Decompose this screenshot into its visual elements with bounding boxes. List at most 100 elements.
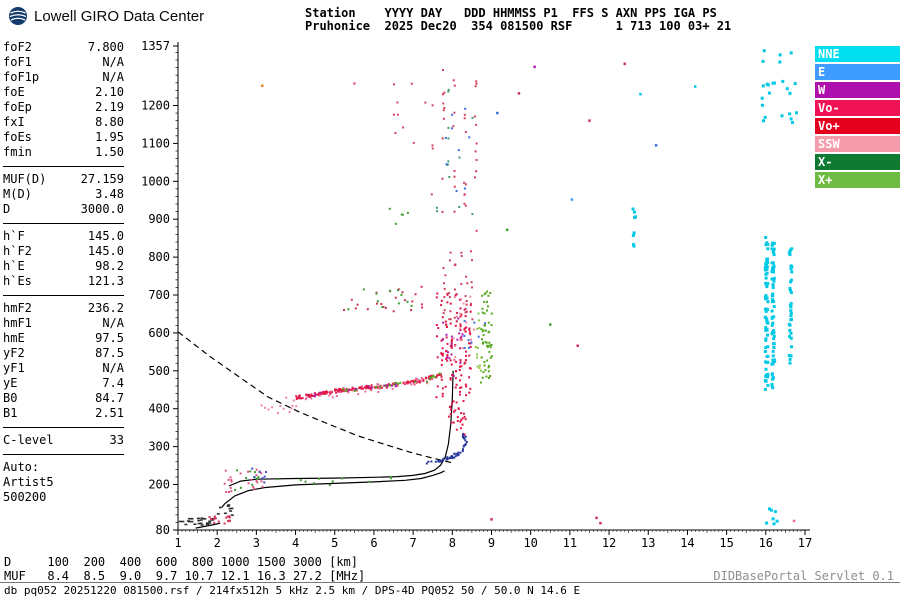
status-bar: db pq052 20251220 081500.rsf / 214fx512h… bbox=[0, 582, 900, 600]
d-values-row: D 100 200 400 600 800 1000 1500 3000 [km… bbox=[4, 555, 359, 569]
svg-text:3: 3 bbox=[253, 536, 260, 550]
svg-text:11: 11 bbox=[563, 536, 577, 550]
svg-text:600: 600 bbox=[148, 326, 170, 340]
legend-item-x-minus: X- bbox=[815, 154, 900, 170]
parameter-label: h`E bbox=[3, 259, 25, 273]
auto-scaler-line: Auto: bbox=[3, 460, 40, 474]
parameter-value: 3000.0 bbox=[80, 202, 124, 216]
svg-text:1000: 1000 bbox=[141, 174, 170, 188]
parameter-value: 2.51 bbox=[95, 406, 124, 420]
profile-curves-layer bbox=[177, 331, 454, 529]
svg-text:300: 300 bbox=[148, 440, 170, 454]
svg-text:13: 13 bbox=[641, 536, 655, 550]
svg-text:8: 8 bbox=[449, 536, 456, 550]
parameter-row: foF1 N/A bbox=[3, 55, 124, 70]
parameter-label: hmE bbox=[3, 331, 25, 345]
svg-text:5: 5 bbox=[331, 536, 338, 550]
separator-line bbox=[3, 295, 124, 296]
parameter-row: h`E 98.2 bbox=[3, 259, 124, 274]
svg-text:6: 6 bbox=[370, 536, 377, 550]
parameter-value: 2.19 bbox=[95, 100, 124, 114]
parameter-value: 87.5 bbox=[95, 346, 124, 360]
parameter-value: N/A bbox=[102, 55, 124, 69]
echo-points-layer bbox=[178, 49, 798, 526]
parameter-row: yF1 N/A bbox=[3, 361, 124, 376]
svg-text:800: 800 bbox=[148, 250, 170, 264]
parameter-row: hmE 97.5 bbox=[3, 331, 124, 346]
parameter-value: 1.50 bbox=[95, 145, 124, 159]
parameter-row: M(D) 3.48 bbox=[3, 187, 124, 202]
parameter-label: foF2 bbox=[3, 40, 32, 54]
parameter-label: B0 bbox=[3, 391, 18, 405]
parameter-value: 33 bbox=[109, 433, 124, 447]
parameter-value: 236.2 bbox=[87, 301, 124, 315]
parameter-value: N/A bbox=[102, 361, 124, 375]
parameter-label: M(D) bbox=[3, 187, 32, 201]
legend-item-x-plus: X+ bbox=[815, 172, 900, 188]
parameter-row: yF2 87.5 bbox=[3, 346, 124, 361]
legend-item-nne: NNE bbox=[815, 46, 900, 62]
parameter-row: foEs 1.95 bbox=[3, 130, 124, 145]
station-values-row: Pruhonice 2025 Dec20 354 081500 RSF 1 71… bbox=[305, 19, 732, 33]
svg-text:10: 10 bbox=[523, 536, 537, 550]
parameter-label: MUF(D) bbox=[3, 172, 47, 186]
svg-text:4: 4 bbox=[292, 536, 299, 550]
parameter-value: 3.48 bbox=[95, 187, 124, 201]
parameter-value: 27.159 bbox=[80, 172, 124, 186]
brand-name: Lowell GIRO Data Center bbox=[34, 7, 205, 25]
svg-text:15: 15 bbox=[719, 536, 733, 550]
parameter-label: h`F2 bbox=[3, 244, 32, 258]
parameter-row: MUF(D) 27.159 bbox=[3, 172, 124, 187]
svg-text:900: 900 bbox=[148, 212, 170, 226]
separator-line bbox=[3, 454, 124, 455]
parameter-value: 7.4 bbox=[102, 376, 124, 390]
giro-logo: Lowell GIRO Data Center bbox=[8, 6, 204, 26]
parameter-row: foF1p N/A bbox=[3, 70, 124, 85]
parameter-panel: foF2 7.800 foF1 N/A foF1p N/A foE 2.10 foEp 2.19 f… bbox=[3, 40, 124, 505]
beam-direction-legend: NNE E W Vo- Vo+ SSW X- X+ bbox=[815, 46, 900, 190]
o-trace-fit bbox=[228, 370, 454, 487]
svg-text:700: 700 bbox=[148, 288, 170, 302]
parameter-label: foE bbox=[3, 85, 25, 99]
parameter-value: 145.0 bbox=[87, 244, 124, 258]
parameter-label: yF2 bbox=[3, 346, 25, 360]
parameter-row: foE 2.10 bbox=[3, 85, 124, 100]
parameter-value: 98.2 bbox=[95, 259, 124, 273]
svg-text:1100: 1100 bbox=[141, 136, 170, 150]
legend-item-vo-minus: Vo- bbox=[815, 100, 900, 116]
station-info: Station YYYY DAY DDD HHMMSS P1 FFS S AXN… bbox=[305, 7, 731, 33]
parameter-label: foEs bbox=[3, 130, 32, 144]
parameter-label: foF1p bbox=[3, 70, 40, 84]
parameter-label: fxI bbox=[3, 115, 25, 129]
svg-text:14: 14 bbox=[680, 536, 694, 550]
parameter-row: fmin 1.50 bbox=[3, 145, 124, 160]
parameter-row: hmF2 236.2 bbox=[3, 301, 124, 316]
parameter-label: h`Es bbox=[3, 274, 32, 288]
separator-line bbox=[3, 427, 124, 428]
parameter-value: 145.0 bbox=[87, 229, 124, 243]
svg-text:200: 200 bbox=[148, 478, 170, 492]
svg-text:17: 17 bbox=[798, 536, 812, 550]
legend-item-vo-plus: Vo+ bbox=[815, 118, 900, 134]
parameter-value: N/A bbox=[102, 316, 124, 330]
parameter-value: 2.10 bbox=[95, 85, 124, 99]
parameter-label: hmF1 bbox=[3, 316, 32, 330]
parameter-row: B1 2.51 bbox=[3, 406, 124, 421]
parameter-row: h`F 145.0 bbox=[3, 229, 124, 244]
distance-muf-table: D 100 200 400 600 800 1000 1500 3000 [km… bbox=[4, 555, 365, 583]
parameter-label: h`F bbox=[3, 229, 25, 243]
separator-line bbox=[3, 166, 124, 167]
parameter-row: D 3000.0 bbox=[3, 202, 124, 217]
parameter-label: hmF2 bbox=[3, 301, 32, 315]
parameter-label: fmin bbox=[3, 145, 32, 159]
parameter-row: C-level 33 bbox=[3, 433, 124, 448]
svg-text:400: 400 bbox=[148, 402, 170, 416]
svg-text:12: 12 bbox=[602, 536, 616, 550]
parameter-value: 84.7 bbox=[95, 391, 124, 405]
giro-logo-icon bbox=[9, 7, 27, 25]
parameter-value: 1.95 bbox=[95, 130, 124, 144]
svg-text:1357: 1357 bbox=[141, 39, 170, 53]
parameter-label: D bbox=[3, 202, 11, 216]
parameter-row: foF2 7.800 bbox=[3, 40, 124, 55]
